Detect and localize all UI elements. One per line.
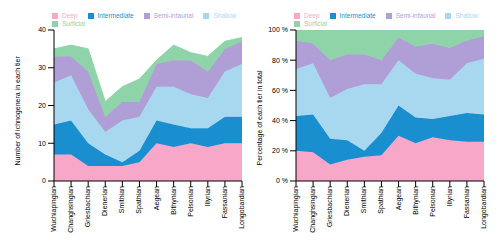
html-text:Intermediate: Intermediate xyxy=(97,12,134,19)
svg-text:Smithian: Smithian xyxy=(118,186,125,213)
svg-text:Griesbachian: Griesbachian xyxy=(84,186,91,227)
svg-text:Aegean: Aegean xyxy=(395,186,403,210)
html-text:Deep: Deep xyxy=(62,12,78,19)
svg-text:100 %: 100 % xyxy=(268,26,288,33)
svg-text:Illyrian: Illyrian xyxy=(446,186,454,206)
svg-text:Longobardian: Longobardian xyxy=(480,186,488,229)
svg-text:Bithynian: Bithynian xyxy=(170,186,178,215)
svg-text:Griesbachian: Griesbachian xyxy=(326,186,333,227)
html-text:Semi-infaunal: Semi-infaunal xyxy=(395,12,436,19)
svg-text:Fassanian: Fassanian xyxy=(221,186,228,218)
svg-text:Wuchiapingian: Wuchiapingian xyxy=(50,186,58,232)
svg-text:Smithian: Smithian xyxy=(360,186,367,213)
html-text:Shallow: Shallow xyxy=(213,12,237,19)
svg-text:Longobardian: Longobardian xyxy=(238,186,246,229)
svg-text:Wuchiapingian: Wuchiapingian xyxy=(292,186,300,232)
svg-text:Spathian: Spathian xyxy=(135,186,143,214)
svg-text:40: 40 xyxy=(38,26,46,33)
html-text:Shallow: Shallow xyxy=(455,12,479,19)
svg-text:Dienerian: Dienerian xyxy=(101,186,108,216)
html-text:Intermediate: Intermediate xyxy=(339,12,376,19)
svg-text:Number of ichnogenera in each: Number of ichnogenera in each tier xyxy=(14,55,22,165)
svg-text:Percentage of each tier in tot: Percentage of each tier in total xyxy=(256,70,264,165)
svg-text:Pelsonian: Pelsonian xyxy=(429,186,436,217)
html-text:Semi-infaunal: Semi-infaunal xyxy=(153,12,194,19)
svg-text:Bithynian: Bithynian xyxy=(412,186,420,215)
svg-text:0 %: 0 % xyxy=(276,177,288,184)
svg-text:10: 10 xyxy=(38,140,46,147)
svg-text:Spathian: Spathian xyxy=(377,186,385,214)
svg-text:Aegean: Aegean xyxy=(153,186,161,210)
svg-text:20: 20 xyxy=(38,102,46,109)
html-text:Deep: Deep xyxy=(304,12,320,19)
svg-text:Fassanian: Fassanian xyxy=(463,186,470,218)
svg-text:40 %: 40 % xyxy=(272,117,288,124)
svg-text:Pelsonian: Pelsonian xyxy=(187,186,194,217)
svg-text:Changhsingian: Changhsingian xyxy=(67,186,75,233)
svg-text:0: 0 xyxy=(42,177,46,184)
html-text:Surficial: Surficial xyxy=(62,20,86,27)
svg-text:Dienerian: Dienerian xyxy=(343,186,350,216)
svg-text:Illyrian: Illyrian xyxy=(204,186,212,206)
svg-text:20 %: 20 % xyxy=(272,147,288,154)
svg-text:30: 30 xyxy=(38,64,46,71)
svg-text:Changhsingian: Changhsingian xyxy=(309,186,317,233)
svg-text:80 %: 80 % xyxy=(272,57,288,64)
html-text:Surficial: Surficial xyxy=(304,20,328,27)
svg-text:60 %: 60 % xyxy=(272,87,288,94)
